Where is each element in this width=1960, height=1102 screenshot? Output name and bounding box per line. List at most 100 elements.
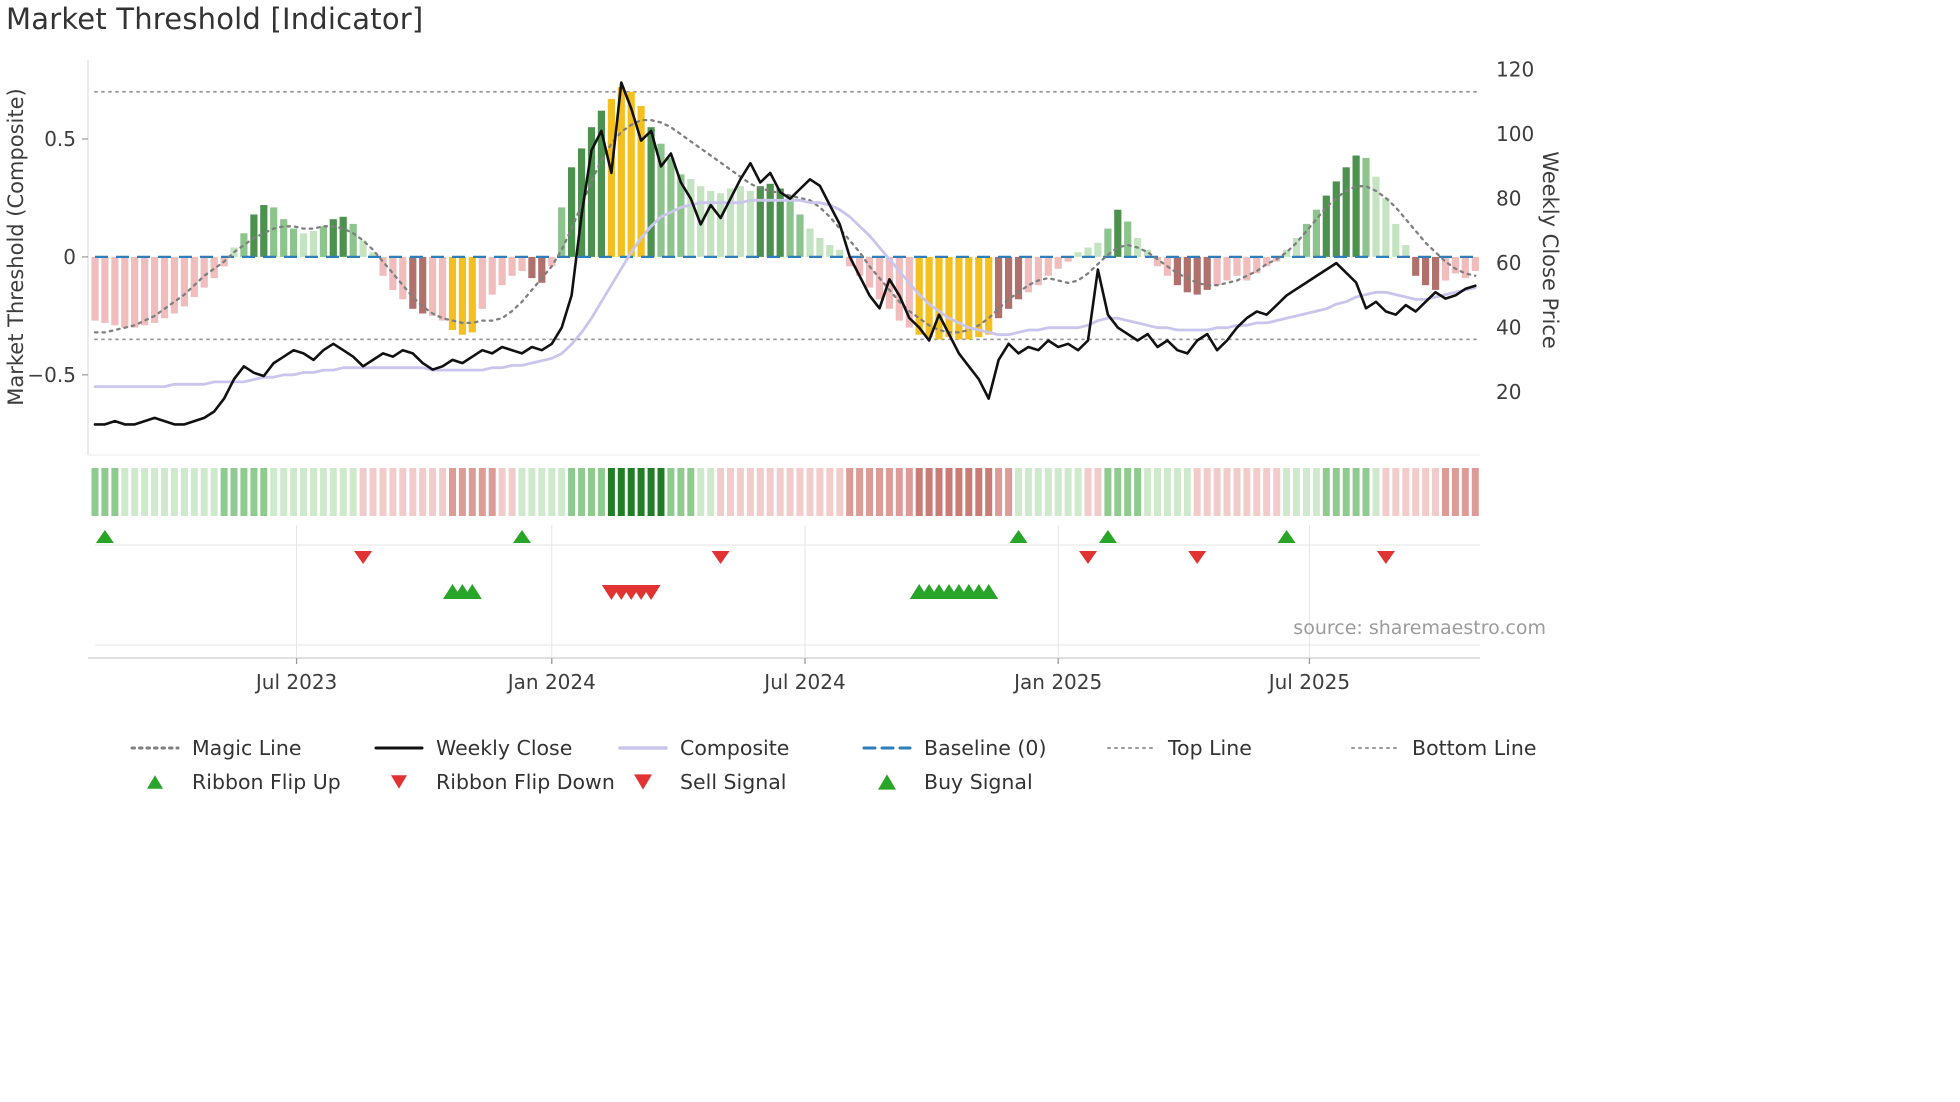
threshold-bar	[1451, 256, 1459, 274]
dashed-line-swatch-icon	[862, 746, 912, 750]
ribbon-cell	[548, 468, 556, 516]
ribbon-flip-up-marker	[1277, 530, 1296, 543]
threshold-bar	[1114, 209, 1122, 257]
ribbon-cell	[1015, 468, 1022, 516]
triangle-up-icon	[147, 775, 163, 789]
legend-label: Bottom Line	[1412, 736, 1537, 760]
ribbon-cell	[687, 468, 695, 516]
threshold-bar	[299, 233, 308, 257]
legend-item-magic-line: Magic Line	[130, 736, 374, 760]
signal-markers	[95, 530, 1395, 600]
ribbon-cell	[429, 468, 437, 516]
ribbon-cell	[637, 468, 645, 516]
ribbon-cell	[210, 468, 218, 516]
ribbon-cell	[885, 468, 893, 516]
ribbon-cell	[697, 468, 705, 516]
threshold-bar	[1471, 256, 1479, 271]
ribbon-cell	[538, 468, 546, 516]
ribbon-flip-down-marker	[1188, 551, 1207, 564]
ribbon-cell	[1372, 468, 1380, 516]
buy-signal-marker	[462, 584, 482, 599]
ribbon-cell	[1183, 468, 1191, 516]
threshold-bars	[91, 87, 1479, 340]
threshold-bar	[1074, 252, 1082, 257]
threshold-bar	[796, 214, 804, 257]
threshold-bar	[627, 91, 635, 257]
threshold-bar	[1044, 256, 1052, 276]
ribbon-cell	[1432, 468, 1439, 516]
ribbon-cell	[1173, 468, 1181, 516]
threshold-bar	[617, 87, 625, 257]
threshold-bar	[548, 256, 556, 267]
threshold-bar	[170, 256, 178, 314]
threshold-bar	[1283, 249, 1291, 257]
threshold-bar	[955, 256, 963, 340]
threshold-bar	[1292, 238, 1301, 257]
threshold-bar	[1005, 256, 1013, 309]
ribbon-cell	[121, 468, 129, 516]
threshold-bar	[995, 256, 1003, 319]
ribbon-cell	[846, 468, 854, 516]
ribbon-cell	[359, 468, 367, 516]
threshold-bar	[667, 157, 675, 257]
threshold-bar	[816, 238, 824, 257]
legend-item-ribbon-flip-down: Ribbon Flip Down	[374, 770, 618, 794]
threshold-bar	[1084, 247, 1092, 257]
triangle-down-icon	[391, 775, 407, 789]
ribbon-cell	[1412, 468, 1420, 516]
ribbon-flip-up-marker	[1098, 530, 1117, 543]
ribbon-cell	[1233, 468, 1241, 516]
threshold-bar	[717, 193, 725, 257]
ribbon-cell	[280, 468, 288, 516]
ribbon-cell	[1273, 468, 1281, 516]
threshold-bar	[498, 256, 506, 286]
ribbon-cell	[1243, 468, 1251, 516]
threshold-bar	[736, 186, 744, 257]
threshold-bar	[379, 256, 387, 276]
sell-signal-marker	[641, 585, 661, 600]
ribbon-cell	[161, 468, 168, 516]
ribbon-cell	[1461, 468, 1469, 516]
threshold-bar	[687, 179, 695, 257]
threshold-bar	[726, 188, 735, 257]
threshold-bar	[290, 228, 298, 257]
threshold-bar	[488, 256, 496, 295]
threshold-bar	[508, 256, 516, 276]
threshold-bar	[1302, 223, 1311, 257]
threshold-bar	[478, 256, 486, 309]
magic-line	[93, 118, 1477, 334]
threshold-bar	[448, 256, 457, 330]
threshold-bar	[1362, 157, 1370, 257]
threshold-bar	[1461, 256, 1469, 279]
ribbon-cell	[677, 468, 685, 516]
ribbon-flip-up-marker	[95, 530, 114, 543]
threshold-bar	[836, 249, 844, 257]
threshold-bar	[121, 256, 129, 328]
threshold-bar	[468, 256, 476, 333]
ribbon-cell	[866, 468, 873, 516]
ribbon-cell	[1352, 468, 1360, 516]
ribbon-cell	[319, 468, 327, 516]
chart-title: Market Threshold [Indicator]	[6, 2, 424, 36]
threshold-bar	[270, 207, 278, 257]
ribbon-cell	[1392, 468, 1400, 516]
threshold-bar	[1104, 228, 1112, 257]
ribbon-cell	[1223, 468, 1231, 516]
threshold-bar	[578, 148, 586, 257]
threshold-bar	[568, 167, 576, 257]
threshold-bar	[647, 127, 655, 257]
buy-signal-marker	[979, 584, 999, 599]
ribbon-cell	[250, 468, 258, 516]
legend-label: Ribbon Flip Down	[436, 770, 615, 794]
threshold-bar	[349, 223, 357, 257]
ribbon-cell	[200, 468, 208, 516]
ribbon-cell	[1064, 468, 1072, 516]
x-tick-label: Jul 2025	[1267, 670, 1350, 694]
threshold-bar	[1034, 256, 1042, 286]
ribbon-cell	[1024, 468, 1032, 516]
threshold-bar	[677, 174, 685, 257]
threshold-bar	[409, 256, 417, 309]
threshold-bar	[151, 256, 159, 323]
ribbon-cell	[1253, 468, 1261, 516]
